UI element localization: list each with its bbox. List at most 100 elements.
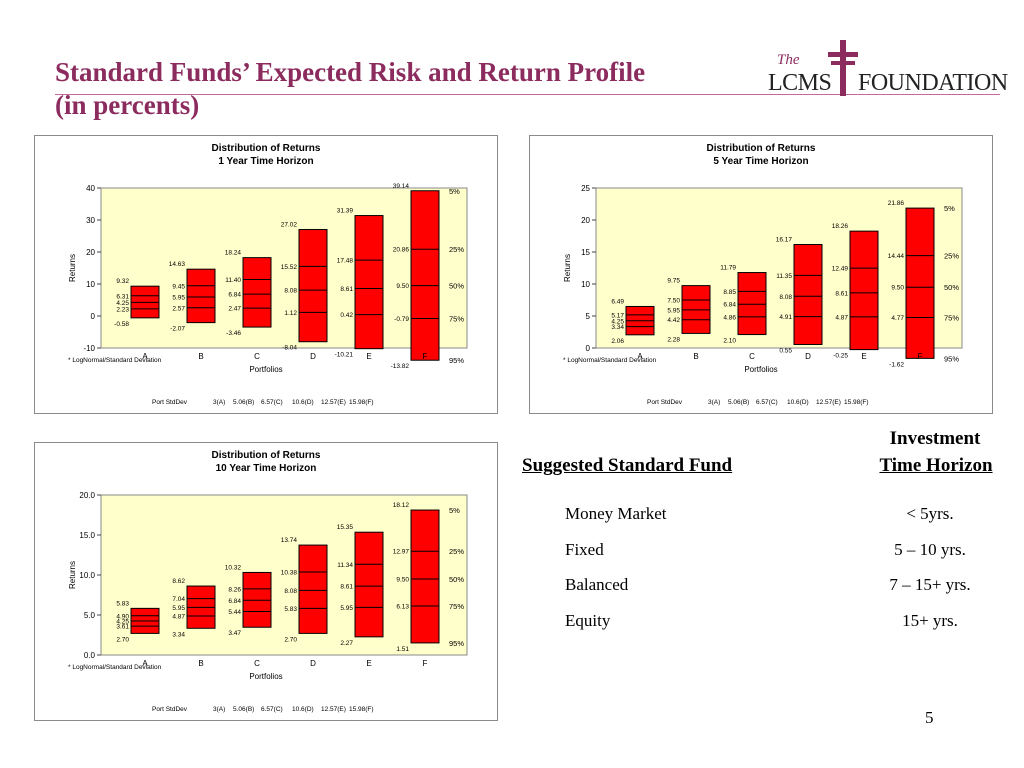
x-tick-label: B xyxy=(198,659,203,668)
data-label: 5.95 xyxy=(340,605,353,612)
fund-row: Fixed 5 – 10 yrs. xyxy=(565,540,985,562)
stddev-cell: 12.57(E) xyxy=(816,399,841,406)
fund-horizon: 5 – 10 yrs. xyxy=(894,540,966,559)
chart-footnote: * LogNormal/Standard Deviation xyxy=(68,664,162,671)
data-label: 7.50 xyxy=(667,298,680,305)
y-tick-label: 10 xyxy=(581,280,590,289)
distribution-bar xyxy=(186,268,216,324)
data-label: 8.08 xyxy=(284,588,297,595)
data-label: 5.95 xyxy=(172,605,185,612)
data-label: 2.47 xyxy=(228,306,241,313)
header-investment: Investment xyxy=(889,428,981,449)
chart-title: Distribution of Returns xyxy=(212,450,321,461)
x-tick-label: F xyxy=(423,352,428,361)
data-label: 11.34 xyxy=(337,562,353,569)
data-label: 6.84 xyxy=(228,292,241,299)
data-label: 4.42 xyxy=(667,317,680,324)
data-label: 15.35 xyxy=(337,524,354,531)
fund-row: Balanced 7 – 15+ yrs. xyxy=(565,575,985,597)
data-label: 8.62 xyxy=(172,578,185,585)
data-label: 5.95 xyxy=(667,307,680,314)
data-label: -3.46 xyxy=(226,330,241,337)
chart-panel-1yr: Distribution of Returns 1 Year Time Horiz… xyxy=(34,135,498,414)
stddev-cell: 12.57(E) xyxy=(321,399,346,406)
distribution-bar xyxy=(298,544,328,634)
data-label: -0.58 xyxy=(114,321,129,328)
percentile-label: 95% xyxy=(449,356,464,365)
data-label: 9.45 xyxy=(172,283,185,290)
page-number: 5 xyxy=(925,708,934,727)
header-suggested-fund: Suggested Standard Fund xyxy=(522,455,733,476)
data-label: 6.84 xyxy=(228,598,241,605)
stddev-cell: Port StdDev xyxy=(647,399,683,406)
data-label: 12.97 xyxy=(393,549,410,556)
fund-horizon: < 5yrs. xyxy=(906,504,954,523)
data-label: 1.51 xyxy=(396,646,409,653)
percentile-label: 50% xyxy=(944,283,959,292)
percentile-label: 75% xyxy=(449,315,464,324)
stddev-cell: 3(A) xyxy=(213,706,225,713)
chart-1yr-svg: Distribution of Returns 1 Year Time Horiz… xyxy=(68,143,468,406)
x-axis-label: Portfolios xyxy=(744,365,777,374)
chart-footnote: * LogNormal/Standard Deviation xyxy=(563,357,657,364)
stddev-cell: 6.57(C) xyxy=(261,399,283,406)
data-label: 8.85 xyxy=(723,289,736,296)
data-label: 13.74 xyxy=(281,537,298,544)
x-axis-label: Portfolios xyxy=(249,365,282,374)
stddev-cell: 6.57(C) xyxy=(261,706,283,713)
chart-panel-10yr: Distribution of Returns 10 Year Time Hori… xyxy=(34,442,498,721)
stddev-cell: 15.98(F) xyxy=(844,399,869,406)
distribution-bar xyxy=(354,215,384,350)
y-tick-label: 10 xyxy=(86,280,95,289)
distribution-bar xyxy=(849,230,879,351)
chart-5yr-svg: Distribution of Returns 5 Year Time Horiz… xyxy=(563,143,963,406)
data-label: 16.17 xyxy=(776,237,793,244)
data-label: 14.44 xyxy=(888,253,905,260)
slide-title: Standard Funds’ Expected Risk and Return… xyxy=(55,56,755,122)
data-label: 8.08 xyxy=(284,288,297,295)
chart-subtitle: 5 Year Time Horizon xyxy=(713,156,808,167)
slide-title-line1: Standard Funds’ Expected Risk and Return… xyxy=(55,57,646,87)
plot-area xyxy=(595,187,963,349)
distribution-bar xyxy=(298,229,328,343)
percentile-label: 25% xyxy=(449,245,464,254)
y-tick-label: -10 xyxy=(83,344,95,353)
stddev-cell: Port StdDev xyxy=(152,399,188,406)
y-tick-label: 5 xyxy=(586,312,591,321)
header-time-horizon: Time Horizon xyxy=(879,455,993,476)
data-label: 11.79 xyxy=(720,265,736,272)
data-label: 6.84 xyxy=(723,302,736,309)
data-label: 8.61 xyxy=(340,286,353,293)
percentile-label: 95% xyxy=(944,354,959,363)
data-label: -1.62 xyxy=(889,361,904,368)
y-tick-label: 25 xyxy=(581,184,590,193)
x-tick-label: C xyxy=(254,352,260,361)
distribution-bar xyxy=(354,531,384,638)
y-tick-label: 20 xyxy=(86,248,95,257)
data-label: 14.63 xyxy=(169,261,186,268)
y-tick-label: 0 xyxy=(91,312,96,321)
y-axis-label: Returns xyxy=(68,561,77,589)
stddev-cell: 15.98(F) xyxy=(349,706,374,713)
data-label: 39.14 xyxy=(393,183,410,190)
x-tick-label: D xyxy=(310,352,316,361)
data-label: -0.25 xyxy=(833,353,848,360)
x-tick-label: E xyxy=(366,352,371,361)
data-label: 0.42 xyxy=(340,312,353,319)
data-label: 8.26 xyxy=(228,586,241,593)
y-tick-label: 0.0 xyxy=(84,651,96,660)
data-label: 15.52 xyxy=(281,264,298,271)
data-label: 18.26 xyxy=(832,223,849,230)
data-label: 2.70 xyxy=(116,636,129,643)
data-label: 2.06 xyxy=(611,338,624,345)
chart-subtitle: 1 Year Time Horizon xyxy=(218,156,313,167)
data-label: 3.61 xyxy=(116,624,129,631)
slide-title-line2: (in percents) xyxy=(55,90,200,120)
stddev-cell: 6.57(C) xyxy=(756,399,778,406)
fund-name: Fixed xyxy=(565,540,604,559)
data-label: 9.50 xyxy=(891,285,904,292)
x-tick-label: E xyxy=(366,659,371,668)
y-tick-label: 20.0 xyxy=(79,491,95,500)
x-tick-label: D xyxy=(805,352,811,361)
data-label: 21.86 xyxy=(888,200,905,207)
